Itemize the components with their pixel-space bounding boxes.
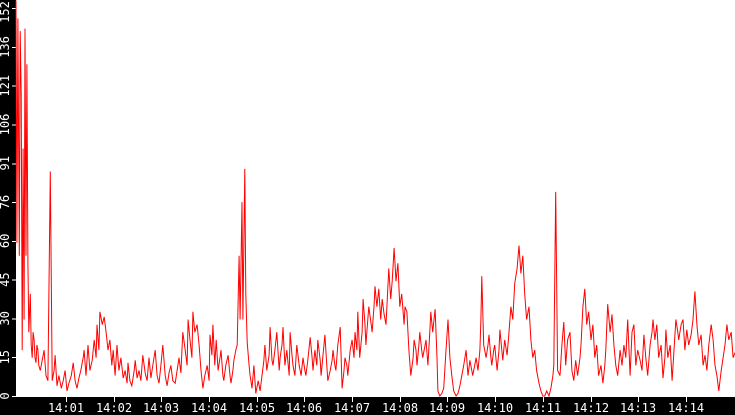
- x-axis-label: 14:06: [286, 401, 322, 415]
- y-axis-strip: [0, 0, 16, 415]
- x-axis-label: 14:12: [573, 401, 609, 415]
- x-axis-label: 14:09: [429, 401, 465, 415]
- y-axis-label: 15: [0, 350, 12, 364]
- x-axis-label: 14:05: [239, 401, 275, 415]
- y-axis-label: 30: [0, 311, 12, 325]
- x-axis-label: 14:11: [525, 401, 561, 415]
- x-axis-label: 14:10: [477, 401, 513, 415]
- x-axis-label: 14:02: [96, 401, 132, 415]
- y-axis-label: 0: [0, 392, 12, 399]
- x-axis-label: 14:04: [191, 401, 227, 415]
- x-axis-label: 14:13: [620, 401, 656, 415]
- x-axis-label: 14:08: [382, 401, 418, 415]
- y-axis-label: 76: [0, 195, 12, 209]
- x-axis-label: 14:07: [334, 401, 370, 415]
- y-axis-label: 106: [0, 114, 12, 136]
- series-line: [15, 0, 735, 398]
- y-axis-label: 60: [0, 234, 12, 248]
- y-axis-label: 45: [0, 272, 12, 286]
- y-axis-label: 91: [0, 156, 12, 170]
- y-axis-label: 121: [0, 75, 12, 97]
- x-axis-strip: [0, 397, 735, 415]
- y-axis-label: 136: [0, 36, 12, 58]
- x-axis-label: 14:14: [668, 401, 704, 415]
- x-axis-label: 14:03: [143, 401, 179, 415]
- x-axis-label: 14:01: [48, 401, 84, 415]
- y-axis-label: 152: [0, 1, 12, 23]
